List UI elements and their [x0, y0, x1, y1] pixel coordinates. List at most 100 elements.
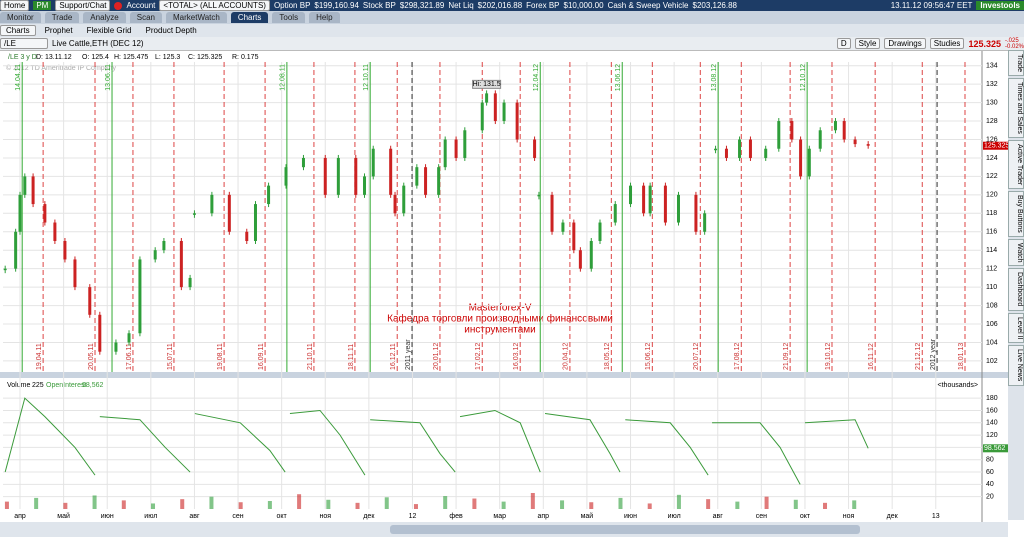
- tab[interactable]: Analyze: [83, 12, 126, 23]
- clock: 13.11.12 09:56:47 EET: [890, 1, 973, 10]
- candle: [23, 176, 27, 195]
- side-tab[interactable]: Times and Sales: [1008, 78, 1024, 138]
- oi-line: [459, 409, 541, 473]
- y-tick-label: 80: [986, 457, 994, 464]
- date-label: 13.06.11: [105, 64, 112, 91]
- candle: [437, 167, 441, 195]
- date-label: 12.10.11: [363, 64, 370, 91]
- scroll-thumb[interactable]: [390, 525, 860, 534]
- volume-bar: [92, 495, 97, 509]
- candle: [63, 240, 67, 260]
- account-select[interactable]: <TOTAL> (ALL ACCOUNTS): [159, 0, 270, 11]
- candle: [485, 93, 489, 103]
- date-label: 19.10.12: [825, 343, 832, 370]
- tab[interactable]: MarketWatch: [166, 12, 227, 23]
- side-tab[interactable]: Level II: [1008, 312, 1024, 344]
- candle: [14, 231, 18, 269]
- high-text: Hi: 131.5: [473, 81, 501, 88]
- period-button[interactable]: D: [836, 38, 851, 49]
- candle: [629, 185, 633, 205]
- y-tick-label: 114: [986, 247, 997, 254]
- support-button[interactable]: Support/Chat: [55, 0, 111, 11]
- stat-value: $203,126.88: [692, 1, 738, 10]
- tool-button[interactable]: Studies: [929, 38, 965, 49]
- y-tick-label: 118: [986, 210, 997, 217]
- candle: [114, 342, 118, 352]
- oi-line: [712, 422, 801, 485]
- stat-label: Stock BP: [362, 1, 396, 10]
- candle: [578, 250, 582, 269]
- tab[interactable]: Help: [309, 12, 340, 23]
- tab[interactable]: Scan: [129, 12, 162, 23]
- candle: [480, 102, 484, 131]
- subtabs: Charts Prophet Flexible Grid Product Depth: [0, 24, 1024, 37]
- volume-bar: [647, 503, 652, 509]
- lower-title: Volume: [7, 382, 30, 389]
- subtab[interactable]: Prophet: [44, 26, 73, 35]
- candle: [402, 185, 406, 214]
- stat-label: Net Liq: [448, 1, 474, 10]
- subtab[interactable]: Flexible Grid: [86, 26, 132, 35]
- side-tab[interactable]: Buy Buttons: [1008, 191, 1024, 237]
- side-tab[interactable]: Trade: [1008, 50, 1024, 77]
- stat-value: $298,321.89: [399, 1, 445, 10]
- alert-dot[interactable]: [114, 1, 123, 10]
- y-tick-label: 122: [986, 173, 998, 180]
- info-text: /LE 3 y D: [8, 54, 37, 61]
- date-label: 17.08.12: [734, 343, 741, 370]
- side-tab[interactable]: Live News: [1008, 345, 1024, 386]
- x-tick-label: апр: [14, 513, 26, 520]
- side-tab[interactable]: Watch: [1008, 238, 1024, 267]
- candle: [724, 148, 728, 158]
- volume-bar: [530, 492, 535, 509]
- price-tag-label: 125.325: [984, 143, 1009, 150]
- volume-bar: [676, 494, 681, 509]
- x-tick-label: июл: [144, 513, 157, 520]
- candle: [415, 167, 419, 186]
- home-button[interactable]: Home: [0, 0, 30, 11]
- stat-label: Forex BP: [526, 1, 560, 10]
- tab[interactable]: Trade: [44, 12, 80, 23]
- volume-bar: [151, 503, 156, 509]
- oi-line: [370, 419, 456, 473]
- brand[interactable]: Investools: [976, 1, 1024, 10]
- tool-button[interactable]: Style: [854, 38, 881, 49]
- pm-button[interactable]: PM: [33, 1, 52, 10]
- candle: [424, 167, 428, 195]
- oi-line: [804, 419, 869, 449]
- tab[interactable]: Charts: [230, 12, 269, 23]
- change-pct: -0.02%: [1004, 43, 1024, 50]
- side-tabs: Trade Times and Sales Active Trader Buy But…: [1008, 50, 1024, 520]
- subtab[interactable]: Charts: [0, 25, 36, 36]
- x-tick-label: ноя: [843, 513, 855, 520]
- date-label: 16.12.11: [390, 343, 397, 370]
- symbol-input[interactable]: /LE: [0, 38, 48, 49]
- candle: [561, 222, 565, 232]
- candle: [53, 222, 57, 241]
- chart-bg: [0, 50, 1008, 537]
- date-label: 13.08.12: [711, 64, 718, 91]
- stat-label: Option BP: [273, 1, 311, 10]
- y-tick-label: 104: [986, 339, 998, 346]
- watermark: © 2012 TD Ameritrade IP Company: [6, 64, 116, 72]
- date-label: 2011 year: [405, 339, 412, 370]
- change: -.025 -0.02%: [1005, 38, 1024, 50]
- tool-button[interactable]: Drawings: [884, 38, 926, 49]
- candle: [790, 121, 794, 140]
- side-tab[interactable]: Active Trader: [1008, 139, 1024, 190]
- candle: [663, 185, 667, 223]
- volume-bar: [355, 502, 360, 509]
- tab[interactable]: Monitor: [0, 12, 41, 23]
- x-tick-label: май: [57, 512, 70, 520]
- candle: [267, 185, 271, 205]
- info-text: D: 13.11.12: [36, 54, 72, 61]
- date-label: 17.02.12: [475, 343, 482, 370]
- volume-bar: [413, 504, 418, 509]
- stat-value: $10,000.00: [563, 1, 604, 10]
- candle: [738, 139, 742, 158]
- tab[interactable]: Tools: [272, 12, 306, 23]
- subtab[interactable]: Product Depth: [145, 26, 197, 35]
- candle: [818, 130, 822, 149]
- side-tab[interactable]: Dashboard: [1008, 268, 1024, 311]
- oi-line: [625, 419, 709, 476]
